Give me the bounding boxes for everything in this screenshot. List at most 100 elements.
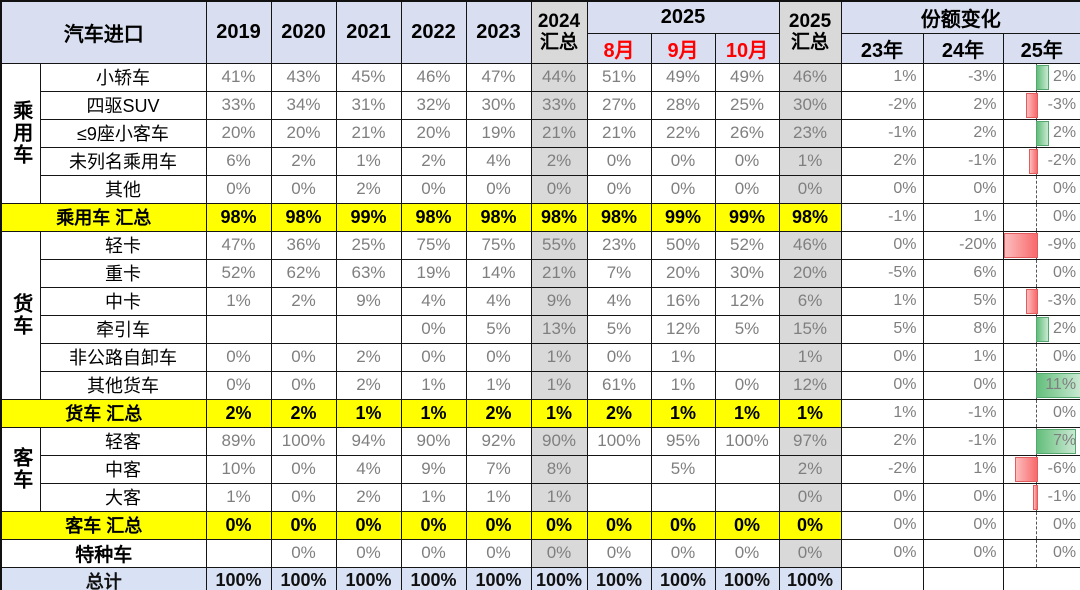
data-cell: 0% bbox=[530, 174, 588, 204]
data-cell: 46% bbox=[778, 230, 842, 260]
zero-axis-line bbox=[1036, 260, 1038, 286]
data-cell: 0% bbox=[714, 146, 780, 176]
col-header-share-24: 24年 bbox=[922, 32, 1004, 64]
col-header-aug: 8月 bbox=[586, 32, 652, 64]
table-title: 汽车进口 bbox=[0, 0, 207, 64]
cell-value: -2% bbox=[1047, 152, 1077, 169]
data-cell: 1% bbox=[530, 482, 588, 512]
data-cell: 10% bbox=[205, 454, 272, 484]
data-cell: 1% bbox=[650, 370, 716, 400]
data-cell bbox=[1002, 566, 1080, 590]
share-25-cell: -9% bbox=[1002, 230, 1080, 260]
data-cell: -1% bbox=[922, 146, 1004, 176]
share-25-cell: -6% bbox=[1002, 454, 1080, 484]
category-label: 小轿车 bbox=[39, 62, 207, 92]
data-cell: 0% bbox=[400, 510, 467, 540]
category-label: 大客 bbox=[39, 482, 207, 512]
data-cell: 1% bbox=[840, 398, 924, 428]
data-cell: 100% bbox=[586, 426, 652, 456]
data-cell: 1% bbox=[840, 62, 924, 92]
data-cell: 1% bbox=[922, 202, 1004, 232]
share-25-cell: 2% bbox=[1002, 118, 1080, 148]
category-label: ≤9座小客车 bbox=[39, 118, 207, 148]
category-label: 四驱SUV bbox=[39, 90, 207, 120]
data-cell: 0% bbox=[335, 510, 402, 540]
data-cell: 31% bbox=[335, 90, 402, 120]
negative-data-bar bbox=[1029, 148, 1039, 174]
data-cell: 75% bbox=[400, 230, 467, 260]
table-body: 乘用车 小轿车 41% 43% 45% 46% 47% 44% 51% 49% 49% 46% 1% -3… bbox=[0, 62, 1080, 590]
data-cell: 2% bbox=[840, 426, 924, 456]
data-cell: 20% bbox=[270, 118, 337, 148]
col-header-2025-sum: 2025 汇总 bbox=[778, 0, 842, 64]
data-cell: 21% bbox=[530, 258, 588, 288]
data-cell: 14% bbox=[465, 258, 532, 288]
group-label-text: 客车 bbox=[9, 447, 32, 491]
data-cell: 0% bbox=[922, 510, 1004, 540]
data-cell: 47% bbox=[205, 230, 272, 260]
positive-data-bar bbox=[1036, 428, 1076, 454]
data-cell: 98% bbox=[205, 202, 272, 232]
data-cell: 98% bbox=[530, 202, 588, 232]
data-cell: 25% bbox=[714, 90, 780, 120]
data-cell: 100% bbox=[778, 566, 842, 590]
col-header-2019: 2019 bbox=[205, 0, 272, 64]
data-cell: 0% bbox=[840, 342, 924, 372]
data-cell: 23% bbox=[778, 118, 842, 148]
data-cell: 20% bbox=[778, 258, 842, 288]
data-cell: 23% bbox=[586, 230, 652, 260]
data-cell: 43% bbox=[270, 62, 337, 92]
positive-data-bar bbox=[1036, 120, 1050, 146]
table-header: 汽车进口 2019 2020 2021 2022 2023 2024 汇总 20… bbox=[0, 0, 1080, 64]
data-cell: 100% bbox=[465, 566, 532, 590]
data-cell: 0% bbox=[400, 314, 467, 344]
data-cell: 4% bbox=[465, 146, 532, 176]
data-cell: 100% bbox=[714, 566, 780, 590]
table-row-小轿车: 乘用车 小轿车 41% 43% 45% 46% 47% 44% 51% 49% 49% 46% 1% -3… bbox=[0, 62, 1080, 204]
data-cell: 75% bbox=[465, 230, 532, 260]
data-cell: 1% bbox=[530, 370, 588, 400]
col-header-sep: 9月 bbox=[650, 32, 716, 64]
cell-value: -3% bbox=[1047, 96, 1077, 113]
data-cell: 2% bbox=[922, 118, 1004, 148]
data-cell: 46% bbox=[400, 62, 467, 92]
share-25-cell: 0% bbox=[1002, 342, 1080, 372]
category-label: 乘用车 汇总 bbox=[0, 202, 207, 232]
data-cell bbox=[714, 482, 780, 512]
data-cell: 100% bbox=[335, 566, 402, 590]
share-25-cell: 0% bbox=[1002, 202, 1080, 232]
data-cell bbox=[922, 566, 1004, 590]
data-cell: 100% bbox=[270, 566, 337, 590]
data-cell: 1% bbox=[530, 398, 588, 428]
share-25-cell: 0% bbox=[1002, 398, 1080, 428]
category-label: 中卡 bbox=[39, 286, 207, 316]
category-label: 轻卡 bbox=[39, 230, 207, 260]
group-label-乘用车: 乘用车 bbox=[0, 62, 41, 204]
col-header-2024-sum-line1: 2024 bbox=[537, 10, 581, 32]
data-cell bbox=[840, 566, 924, 590]
data-cell: 0% bbox=[840, 174, 924, 204]
data-cell: 32% bbox=[400, 90, 467, 120]
col-header-share-25: 25年 bbox=[1002, 32, 1080, 64]
category-label: 其他货车 bbox=[39, 370, 207, 400]
data-cell: 100% bbox=[530, 566, 588, 590]
data-cell: 4% bbox=[465, 286, 532, 316]
col-header-oct: 10月 bbox=[714, 32, 780, 64]
data-cell: 6% bbox=[922, 258, 1004, 288]
data-cell: 5% bbox=[714, 314, 780, 344]
data-cell: 98% bbox=[270, 202, 337, 232]
share-25-cell: 0% bbox=[1002, 174, 1080, 204]
data-cell: 1% bbox=[400, 482, 467, 512]
data-cell: 34% bbox=[270, 90, 337, 120]
group-label-text: 货车 bbox=[9, 293, 32, 337]
data-cell: 30% bbox=[714, 258, 780, 288]
data-cell: 0% bbox=[840, 510, 924, 540]
data-cell: 1% bbox=[650, 342, 716, 372]
data-cell: 0% bbox=[400, 342, 467, 372]
category-label: 其他 bbox=[39, 174, 207, 204]
table-row-轻客: 客车 轻客 89% 100% 94% 90% 92% 90% 100% 95% 100% 97% 2% -… bbox=[0, 426, 1080, 512]
data-cell: 49% bbox=[714, 62, 780, 92]
data-cell: 21% bbox=[335, 118, 402, 148]
